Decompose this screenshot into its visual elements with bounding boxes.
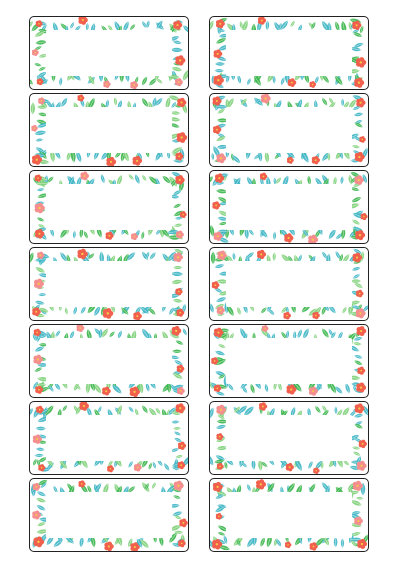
- label-writing-area: [226, 30, 352, 76]
- label-writing-area: [46, 184, 172, 230]
- label-writing-area: [226, 184, 352, 230]
- name-label-5: [29, 170, 189, 244]
- name-label-14: [209, 478, 369, 552]
- floral-border-decoration: [210, 402, 368, 474]
- floral-border-decoration: [210, 325, 367, 396]
- label-writing-area: [226, 415, 352, 461]
- name-label-7: [29, 247, 189, 321]
- label-writing-area: [46, 107, 172, 153]
- name-label-2: [209, 16, 369, 90]
- name-label-10: [209, 324, 369, 398]
- label-writing-area: [226, 338, 352, 384]
- name-label-13: [29, 478, 189, 552]
- name-label-11: [29, 401, 189, 475]
- label-writing-area: [46, 30, 172, 76]
- label-writing-area: [46, 338, 172, 384]
- label-writing-area: [226, 107, 352, 153]
- label-writing-area: [46, 492, 172, 538]
- floral-border-decoration: [210, 248, 368, 320]
- name-label-8: [209, 247, 369, 321]
- name-label-6: [209, 170, 369, 244]
- label-writing-area: [226, 492, 352, 538]
- name-label-9: [29, 324, 189, 398]
- label-writing-area: [46, 261, 172, 307]
- name-label-3: [29, 93, 189, 167]
- floral-border-decoration: [30, 479, 188, 551]
- name-label-12: [209, 401, 369, 475]
- label-writing-area: [46, 415, 172, 461]
- name-label-1: [29, 16, 189, 90]
- name-label-4: [209, 93, 369, 167]
- label-writing-area: [226, 261, 352, 307]
